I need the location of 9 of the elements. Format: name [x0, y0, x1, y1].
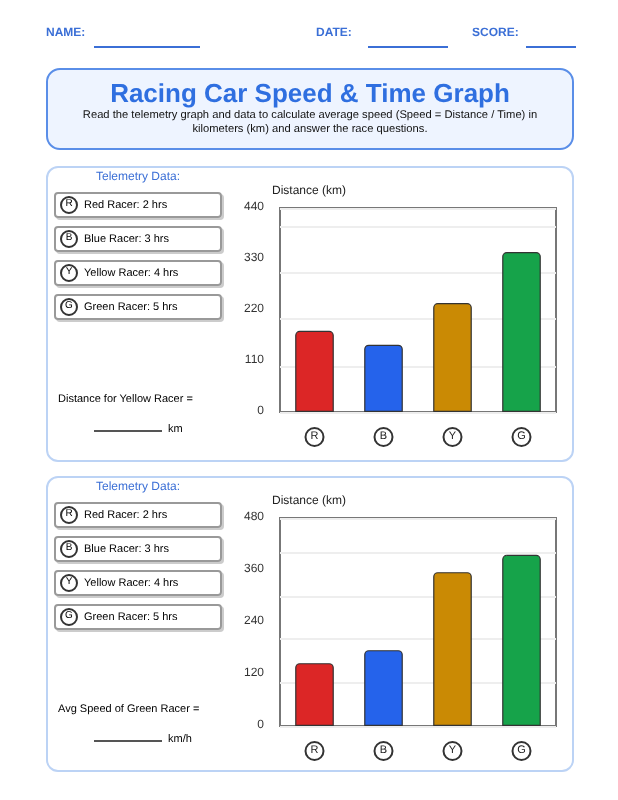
- bar: [364, 650, 403, 726]
- bar: [502, 252, 541, 412]
- bar: [502, 554, 541, 726]
- bar: [364, 344, 403, 412]
- bar: [433, 303, 472, 412]
- bar: [295, 330, 334, 412]
- bar: [295, 663, 334, 726]
- text: Racing Car Speed & Time Graph: [108, 78, 512, 108]
- bar: [433, 572, 472, 726]
